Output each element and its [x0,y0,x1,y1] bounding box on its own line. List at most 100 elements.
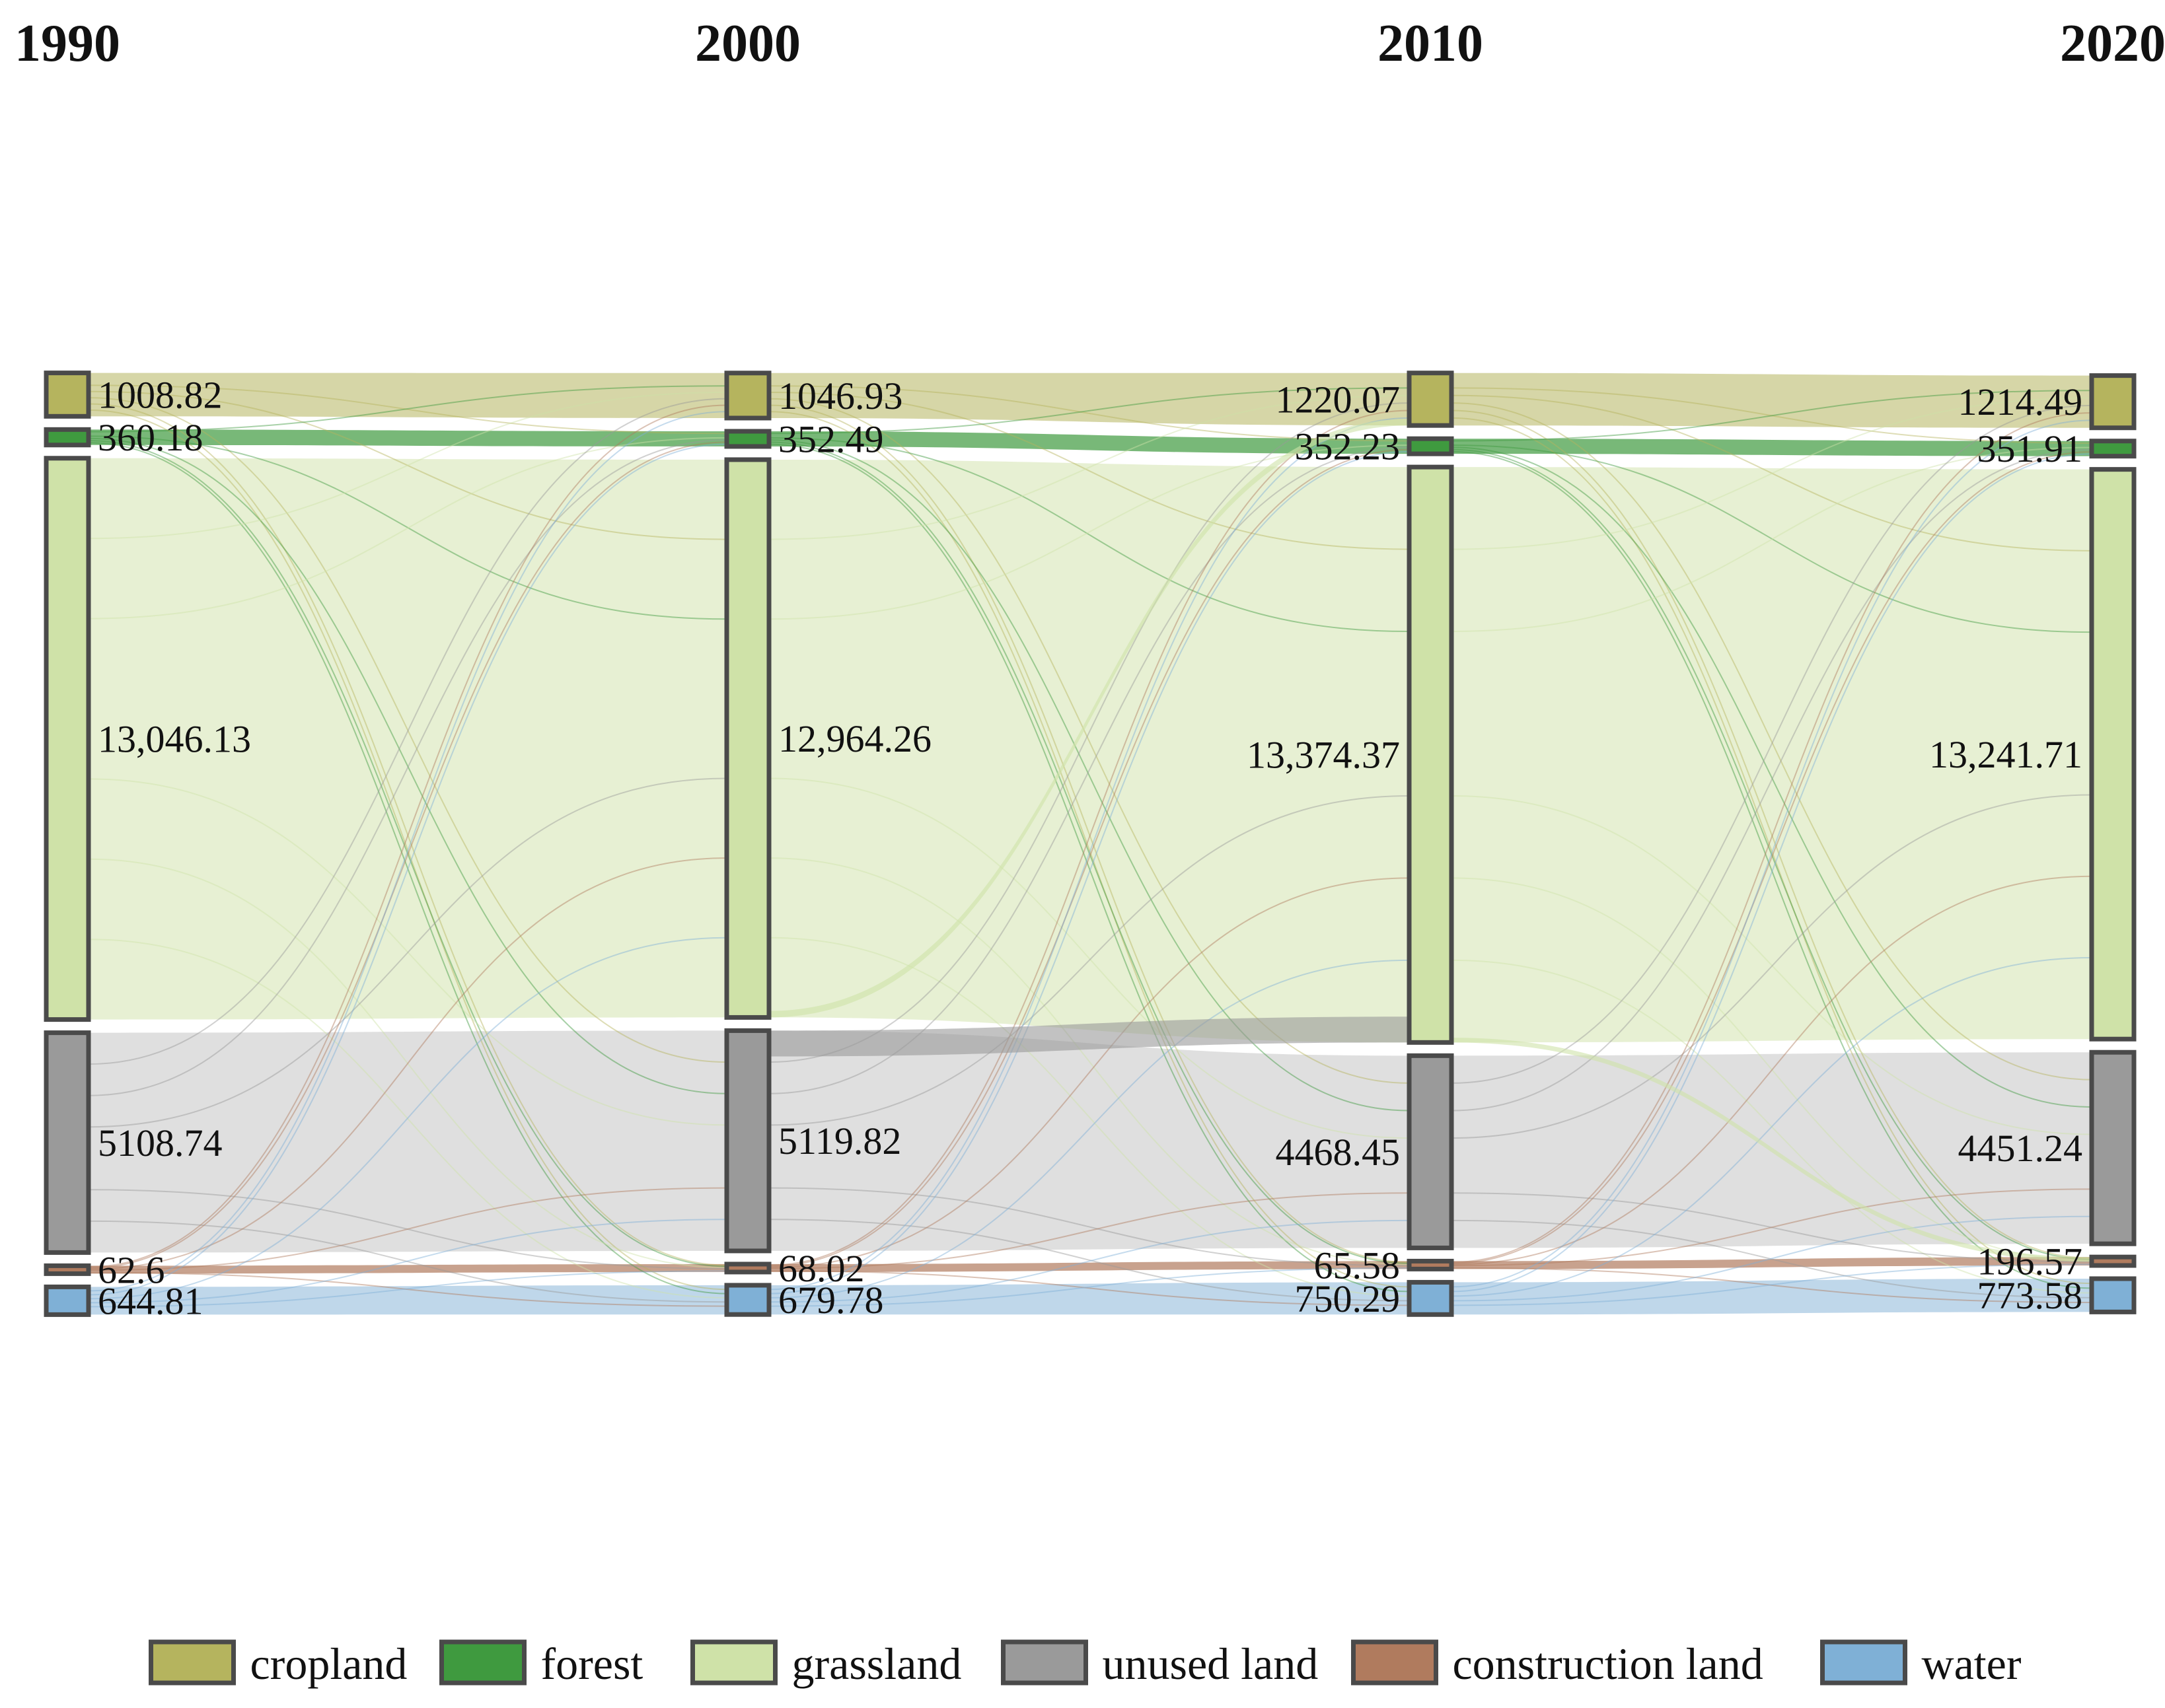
transition-cropland-to-water [768,411,1410,1288]
value-label-2000-forest: 352.49 [778,417,884,460]
transition-construction-land-to-forest [88,441,727,1269]
major-flow-grassland-to-cropland [769,419,1409,1018]
transition-grassland-to-construction-land [768,857,1410,1265]
legend-swatch-grassland [690,1639,778,1686]
transition-grassland-to-construction-land [88,858,727,1269]
flow-cropland-1990-2000 [89,373,727,418]
value-label-2020-unused-land: 4451.24 [1958,1127,2083,1170]
transition-construction-land-to-grassland [768,877,1410,1269]
transition-cropland-to-construction-land [88,403,727,1266]
legend-label-water: water [1922,1639,2022,1689]
legend-item-construction-land: construction land [1351,1639,1763,1689]
transition-construction-land-to-water [768,1270,1410,1306]
transition-water-to-forest [1451,453,2092,1293]
value-label-1990-water: 644.81 [98,1279,203,1322]
legend-swatch-water [1820,1639,1907,1686]
transition-unused-land-to-grassland [1451,794,2092,1139]
transition-forest-to-construction-land [88,440,727,1267]
transition-unused-land-to-water [88,1220,727,1303]
node-2000-unused-land [724,1028,772,1254]
legend-swatch-construction-land [1351,1639,1438,1686]
node-1990-grassland [44,456,91,1022]
transition-cropland-to-grassland [88,390,727,540]
node-2020-unused-land [2089,1050,2137,1246]
node-2000-forest [724,429,772,449]
flow-forest-2000-2010 [769,431,1409,454]
value-label-2000-grassland: 12,964.26 [778,717,932,760]
value-label-2000-water: 679.78 [778,1279,884,1322]
transition-forest-to-unused-land [88,437,727,1094]
transition-construction-land-to-forest [768,448,1410,1267]
transition-forest-to-cropland [768,387,1410,435]
transition-forest-to-construction-land [1451,448,2092,1260]
node-2020-forest [2089,439,2137,459]
node-1990-construction-land [44,1263,91,1276]
legend-label-construction-land: construction land [1453,1639,1763,1689]
legend-item-grassland: grassland [690,1639,961,1689]
transition-cropland-to-forest [1451,387,2092,445]
flow-construction-land-2010-2020 [1451,1257,2092,1269]
transition-cropland-to-grassland [1451,394,2092,552]
value-label-2020-water: 773.58 [1977,1274,2083,1317]
value-label-2010-unused-land: 4468.45 [1276,1131,1401,1174]
transition-construction-land-to-unused-land [1451,1188,2092,1267]
transition-unused-land-to-forest [88,439,727,1096]
transition-forest-to-grassland [768,437,1410,633]
transition-water-to-construction-land [88,1270,727,1308]
transition-cropland-to-construction-land [1451,409,2092,1260]
node-bars [44,371,2137,1317]
transition-unused-land-to-construction-land [88,1189,727,1269]
node-2010-cropland [1407,371,1454,428]
flow-forest-2010-2020 [1451,439,2092,456]
value-label-1990-construction-land: 62.6 [98,1248,165,1291]
flow-construction-land-2000-2010 [769,1261,1409,1272]
transition-water-to-unused-land [1451,1215,2092,1302]
transition-unused-land-to-construction-land [1451,1192,2092,1263]
value-label-2010-cropland: 1220.07 [1276,378,1401,421]
value-label-2000-cropland: 1046.93 [778,374,903,417]
year-label-2020: 2020 [2060,15,2165,73]
transition-forest-to-construction-land [768,441,1410,1264]
flow-grassland-2000-2010 [769,459,1409,1043]
transition-water-to-cropland [1451,419,2092,1288]
transition-cropland-to-unused-land [88,397,727,1063]
transition-forest-to-cropland [88,385,727,433]
transition-forest-to-unused-land [1451,446,2092,1108]
value-label-2020-cropland: 1214.49 [1958,380,2083,423]
major-flow-unused-land-to-grassland [769,1016,1409,1057]
transition-water-to-grassland [1451,957,2092,1297]
transition-construction-land-to-grassland [1451,875,2092,1265]
node-1990-unused-land [44,1030,91,1255]
transition-water-to-construction-land [1451,1263,2092,1306]
transition-cropland-to-forest [88,384,727,435]
transition-water-to-unused-land [768,1219,1410,1303]
transition-unused-land-to-water [768,1219,1410,1302]
transition-cropland-to-grassland [768,392,1410,550]
transition-unused-land-to-forest [1451,448,2092,1112]
flow-water-1990-2000 [89,1285,727,1315]
transition-construction-land-to-cropland [88,404,727,1268]
transition-grassland-to-unused-land [1451,795,2092,1135]
transition-grassland-to-water [768,937,1410,1297]
transition-forest-to-water [1451,450,2092,1289]
transition-cropland-to-construction-land [768,404,1410,1263]
value-label-1990-forest: 360.18 [98,416,203,459]
year-labels: 1990 2000 2010 2020 [15,15,2165,73]
transition-grassland-to-water [1451,959,2092,1294]
transition-unused-land-to-construction-land [768,1187,1410,1267]
transition-cropland-to-forest [768,385,1410,442]
node-1990-forest [44,427,91,448]
node-2010-grassland [1407,464,1454,1045]
transition-forest-to-water [768,443,1410,1293]
flow-grassland-2010-2020 [1451,467,2092,1043]
transition-water-to-forest [768,450,1410,1295]
legend-item-water: water [1820,1639,2022,1689]
node-1990-cropland [44,371,91,419]
node-2020-grassland [2089,467,2137,1042]
transition-unused-land-to-grassland [88,777,727,1128]
node-2000-cropland [724,371,772,421]
value-label-2000-construction-land: 68.02 [778,1247,865,1290]
transition-water-to-forest [88,443,727,1296]
transition-construction-land-to-unused-land [88,1187,727,1271]
transition-cropland-to-unused-land [1451,402,2092,1081]
